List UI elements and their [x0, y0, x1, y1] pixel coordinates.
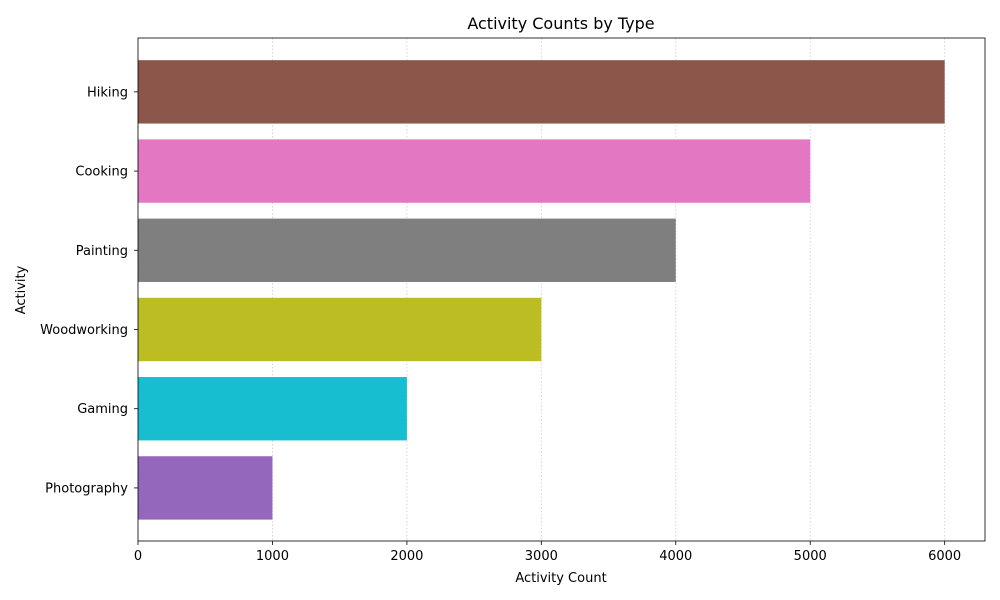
bars-layer — [138, 60, 945, 520]
x-tick-label: 5000 — [794, 549, 827, 564]
y-tick-label: Painting — [76, 244, 128, 259]
x-tick-label: 2000 — [390, 549, 423, 564]
y-tick-label: Photography — [45, 481, 128, 496]
plot-frame — [137, 37, 986, 542]
x-tick-label: 1000 — [256, 549, 289, 564]
y-axis-label: Activity — [14, 265, 29, 314]
bar-hiking — [138, 60, 945, 124]
bar-painting — [138, 218, 676, 282]
chart-title: Activity Counts by Type — [467, 14, 654, 33]
ticks-layer: Hiking Cooking Painting Woodworking Gaming Ph… — [40, 85, 961, 564]
axes-layer — [137, 37, 986, 542]
x-tick-label: 6000 — [928, 549, 961, 564]
bar-woodworking — [138, 297, 542, 362]
y-tick-label: Gaming — [77, 402, 128, 417]
y-tick-label: Cooking — [75, 165, 128, 180]
y-tick-label: Woodworking — [40, 323, 128, 338]
y-tick-label: Hiking — [87, 85, 128, 100]
x-tick-label: 3000 — [525, 549, 558, 564]
x-tick-label: 0 — [134, 549, 142, 564]
bar-cooking — [138, 139, 811, 203]
bar-gaming — [138, 377, 407, 441]
x-tick-label: 4000 — [659, 549, 692, 564]
x-axis-label: Activity Count — [515, 571, 606, 586]
bar-photography — [138, 456, 273, 520]
